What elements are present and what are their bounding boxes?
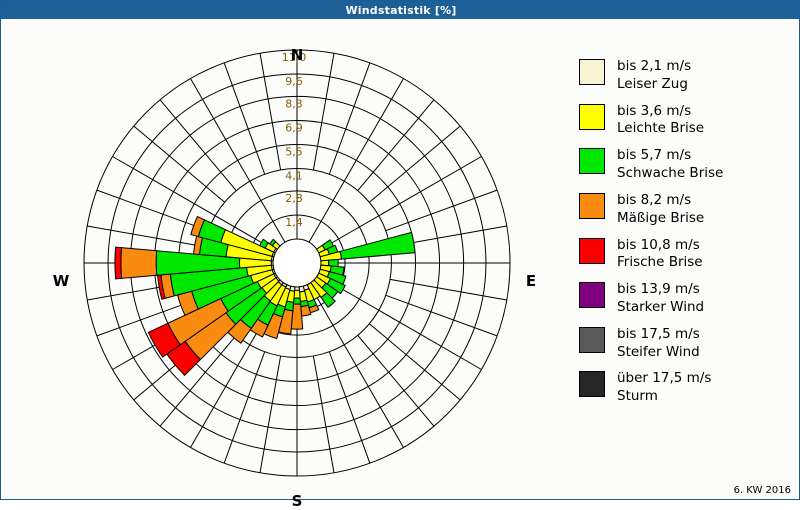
legend-name-label: Schwache Brise bbox=[617, 165, 724, 182]
legend-speed-label: bis 10,8 m/s bbox=[617, 236, 700, 253]
radial-tick-label: 1,4 bbox=[285, 216, 303, 229]
grid-spoke bbox=[223, 351, 266, 464]
legend-item: bis 5,7 m/s Schwache Brise bbox=[579, 147, 794, 183]
legend-name-label: Frische Brise bbox=[617, 254, 703, 271]
grid-spoke bbox=[389, 278, 507, 301]
grid-spoke bbox=[328, 351, 371, 464]
legend-label: bis 17,5 m/s Steifer Wind bbox=[617, 326, 700, 362]
grid-spoke bbox=[312, 355, 335, 473]
legend-label: über 17,5 m/s Sturm bbox=[617, 370, 711, 406]
rose-sector-segment bbox=[147, 322, 181, 358]
legend-color-swatch bbox=[579, 148, 605, 175]
rose-sector-segment bbox=[320, 292, 336, 308]
legend-speed-label: über 17,5 m/s bbox=[617, 370, 712, 387]
legend-name-label: Starker Wind bbox=[617, 298, 705, 315]
rose-sector-segment bbox=[292, 297, 302, 305]
legend-speed-label: bis 3,6 m/s bbox=[617, 102, 692, 119]
legend-name-label: Leiser Zug bbox=[617, 75, 688, 92]
grid-spoke bbox=[385, 294, 498, 337]
radial-tick-label: 2,8 bbox=[285, 192, 303, 205]
legend-speed-label: bis 13,9 m/s bbox=[617, 281, 700, 298]
window-titlebar: Windstatistik [%] bbox=[1, 1, 800, 19]
rose-sector-segment bbox=[300, 304, 312, 317]
rose-sector-segment bbox=[114, 246, 123, 280]
grid-spoke bbox=[112, 156, 277, 252]
compass-label-north: N bbox=[290, 46, 304, 64]
grid-spoke bbox=[159, 99, 237, 191]
grid-spoke bbox=[259, 53, 282, 171]
grid-spoke bbox=[369, 125, 461, 203]
legend-label: bis 10,8 m/s Frische Brise bbox=[617, 237, 703, 273]
radial-tick-label: 8,3 bbox=[285, 97, 303, 110]
legend-item: über 17,5 m/s Sturm bbox=[579, 370, 794, 406]
legend-color-swatch bbox=[579, 103, 605, 130]
rose-bars bbox=[114, 215, 416, 377]
legend-speed-label: bis 5,7 m/s bbox=[617, 147, 692, 164]
rose-sector-segment bbox=[259, 238, 269, 249]
rose-sector-segment bbox=[339, 231, 416, 260]
rose-sector-segment bbox=[268, 238, 277, 247]
grid-spoke bbox=[159, 335, 237, 427]
window-title: Windstatistik [%] bbox=[345, 3, 457, 17]
rose-sector-segment bbox=[120, 247, 158, 279]
compass-label-east: E bbox=[525, 272, 537, 290]
legend-color-swatch bbox=[579, 237, 605, 264]
grid-spoke bbox=[259, 355, 282, 473]
grid-spoke bbox=[357, 335, 435, 427]
radial-tick-labels: 1,4 2,8 4,1 5,5 6,9 8,3 9,6 11,0 bbox=[282, 51, 307, 229]
grid-spoke bbox=[357, 99, 435, 191]
legend-label: bis 3,6 m/s Leichte Brise bbox=[617, 103, 704, 139]
legend-color-swatch bbox=[579, 371, 605, 398]
radial-tick-label: 9,6 bbox=[285, 75, 303, 88]
legend-speed-label: bis 17,5 m/s bbox=[617, 325, 700, 342]
legend-speed-label: bis 8,2 m/s bbox=[617, 191, 692, 208]
legend-item: bis 3,6 m/s Leichte Brise bbox=[579, 103, 794, 139]
grid-spoke bbox=[317, 156, 482, 252]
legend-item: bis 17,5 m/s Steifer Wind bbox=[579, 326, 794, 362]
legend-item: bis 13,9 m/s Starker Wind bbox=[579, 281, 794, 317]
legend: bis 2,1 m/s Leiser Zug bis 3,6 m/s Leichte … bbox=[579, 58, 794, 415]
legend-color-swatch bbox=[579, 59, 605, 85]
wind-rose-plot: 1,4 2,8 4,1 5,5 6,9 8,3 9,6 11,0 bbox=[83, 49, 511, 477]
compass-label-west: W bbox=[52, 272, 70, 290]
rose-sector-segment bbox=[190, 215, 206, 238]
grid-spoke bbox=[328, 62, 371, 175]
grid-spoke bbox=[369, 323, 461, 401]
grid-spoke bbox=[96, 189, 209, 232]
legend-name-label: Steifer Wind bbox=[617, 343, 700, 360]
radial-tick-label: 5,5 bbox=[285, 146, 303, 159]
grid-spoke bbox=[87, 225, 205, 248]
grid-spoke bbox=[312, 53, 335, 171]
legend-item: bis 10,8 m/s Frische Brise bbox=[579, 237, 794, 273]
grid-spoke bbox=[308, 283, 404, 448]
radial-tick-label: 6,9 bbox=[285, 121, 303, 134]
legend-label: bis 5,7 m/s Schwache Brise bbox=[617, 147, 723, 183]
legend-color-swatch bbox=[579, 326, 605, 353]
legend-item: bis 2,1 m/s Leiser Zug bbox=[579, 58, 794, 94]
legend-name-label: Leichte Brise bbox=[617, 120, 705, 137]
grid-spoke bbox=[223, 62, 266, 175]
legend-color-swatch bbox=[579, 282, 605, 309]
radial-tick-label: 4,1 bbox=[285, 170, 303, 183]
legend-name-label: Mäßige Brise bbox=[617, 209, 705, 226]
grid-spoke bbox=[317, 274, 482, 370]
legend-color-swatch bbox=[579, 192, 605, 219]
legend-item: bis 8,2 m/s Mäßige Brise bbox=[579, 192, 794, 228]
legend-label: bis 13,9 m/s Starker Wind bbox=[617, 281, 704, 317]
compass-label-south: S bbox=[291, 492, 303, 510]
grid-spoke bbox=[308, 78, 404, 243]
legend-name-label: Sturm bbox=[617, 388, 658, 405]
grid-spoke bbox=[385, 189, 498, 232]
grid-spoke bbox=[133, 125, 225, 203]
legend-label: bis 8,2 m/s Mäßige Brise bbox=[617, 192, 704, 228]
chart-canvas: 1,4 2,8 4,1 5,5 6,9 8,3 9,6 11,0 N E S W bis 2,… bbox=[1, 20, 799, 510]
legend-speed-label: bis 2,1 m/s bbox=[617, 58, 692, 74]
legend-label: bis 2,1 m/s Leiser Zug bbox=[617, 58, 691, 94]
grid-spoke bbox=[190, 78, 286, 243]
radial-tick-label: 11,0 bbox=[282, 51, 307, 64]
footer-week-label: 6. KW 2016 bbox=[733, 485, 791, 496]
